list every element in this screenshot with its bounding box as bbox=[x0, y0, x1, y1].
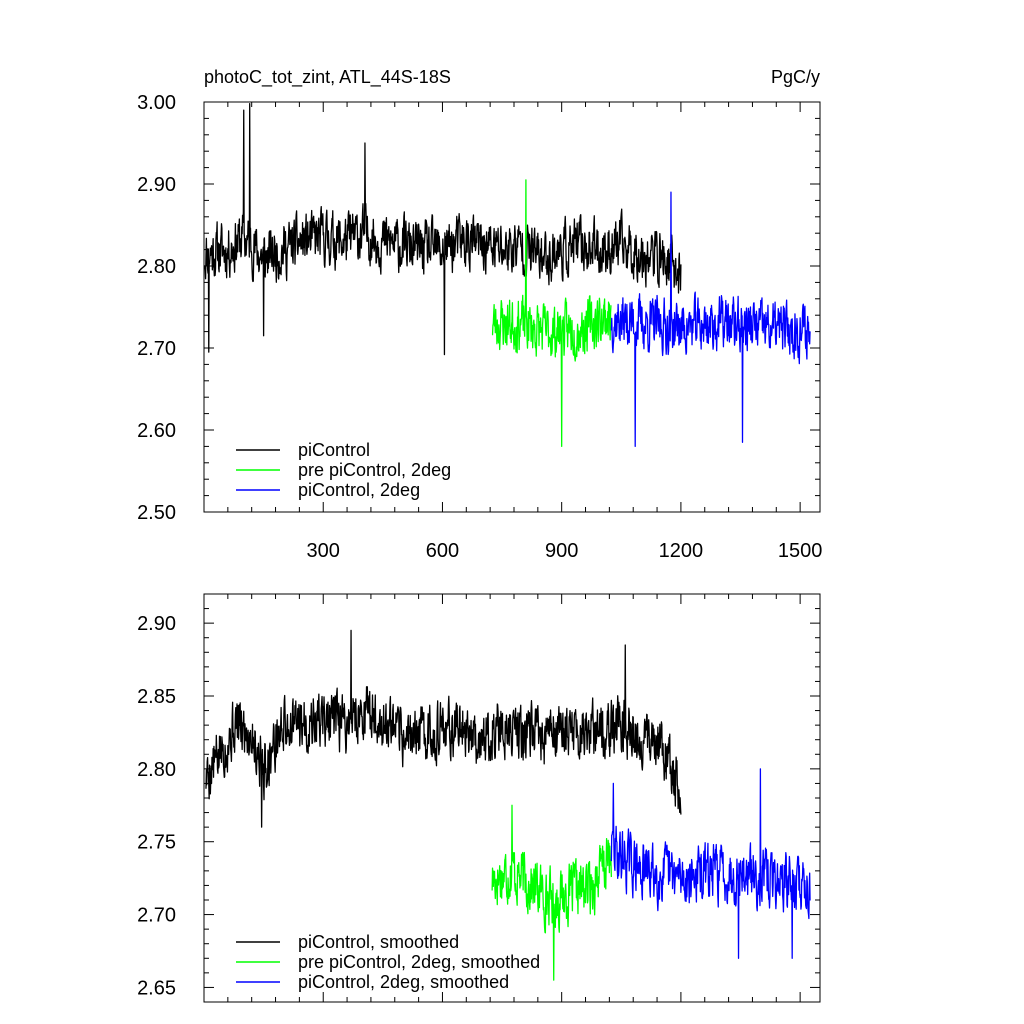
y-tick-label: 2.75 bbox=[137, 832, 176, 854]
plot-frame bbox=[203, 593, 821, 1003]
y-tick-label: 2.80 bbox=[137, 759, 176, 781]
series-line-1 bbox=[491, 179, 612, 448]
legend-label-0: piControl bbox=[298, 440, 370, 460]
legend-label-2: piControl, 2deg bbox=[298, 480, 420, 500]
series-line-0 bbox=[203, 102, 682, 356]
series-lines bbox=[205, 629, 811, 981]
plot-frame bbox=[203, 101, 821, 513]
y-tick-label: 3.00 bbox=[137, 92, 176, 114]
y-tick-label: 2.65 bbox=[137, 977, 176, 999]
chart-title: photoC_tot_zint, ATL_44S-18S bbox=[204, 67, 451, 88]
series-line-2 bbox=[610, 191, 811, 448]
legend-label-0: piControl, smoothed bbox=[298, 932, 459, 952]
y-tick-label: 2.90 bbox=[137, 613, 176, 635]
legend-label-1: pre piControl, 2deg, smoothed bbox=[298, 952, 540, 972]
y-tick-label: 2.60 bbox=[137, 420, 176, 442]
y-tick-label: 2.90 bbox=[137, 174, 176, 196]
chart-units: PgC/y bbox=[771, 67, 820, 87]
y-tick-label: 2.70 bbox=[137, 905, 176, 927]
y-tick-label: 2.85 bbox=[137, 686, 176, 708]
legend-label-1: pre piControl, 2deg bbox=[298, 460, 451, 480]
series-lines bbox=[203, 102, 811, 448]
x-tick-label: 600 bbox=[426, 540, 459, 562]
legend-label-2: piControl, 2deg, smoothed bbox=[298, 972, 509, 992]
y-tick-label: 2.80 bbox=[137, 256, 176, 278]
series-line-1 bbox=[491, 804, 612, 981]
x-tick-label: 300 bbox=[307, 540, 340, 562]
y-tick-label: 2.50 bbox=[137, 502, 176, 524]
series-line-2 bbox=[610, 768, 811, 959]
x-tick-label: 1200 bbox=[659, 540, 704, 562]
axes: 2.65 2.70 2.75 2.80 2.85 2.90 bbox=[137, 593, 821, 1003]
x-tick-label: 1500 bbox=[778, 540, 823, 562]
axes: 300 600 900 1200 1500 2.50 2.60 2.70 2.80 2.90 3.0… bbox=[137, 92, 822, 562]
series-line-0 bbox=[205, 629, 682, 828]
x-tick-label: 900 bbox=[545, 540, 578, 562]
y-tick-label: 2.70 bbox=[137, 338, 176, 360]
panel-top: photoC_tot_zint, ATL_44S-18S PgC/y piCon… bbox=[137, 67, 822, 562]
